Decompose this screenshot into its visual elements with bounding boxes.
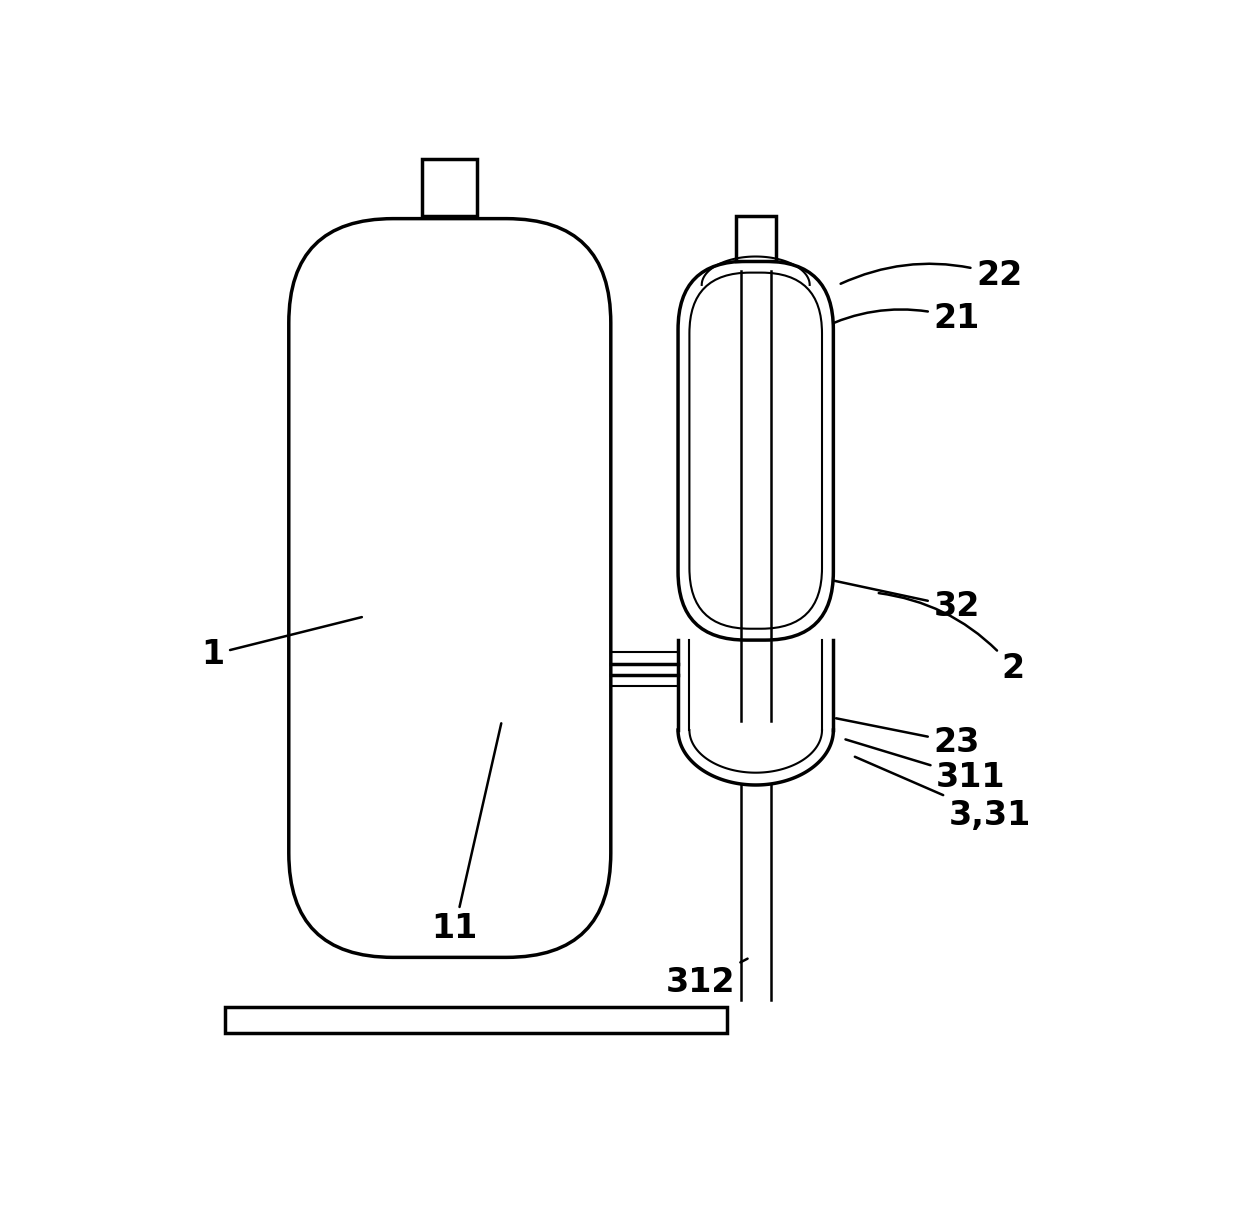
Text: 3,31: 3,31 [855,756,1031,831]
Text: 22: 22 [841,260,1023,292]
FancyBboxPatch shape [678,261,833,640]
Bar [735,215,775,261]
FancyBboxPatch shape [288,219,610,957]
Text: 311: 311 [846,739,1005,793]
Text: 32: 32 [827,579,979,624]
Bar [422,159,478,215]
Text: 11: 11 [431,723,501,946]
FancyBboxPatch shape [690,273,822,629]
Text: 312: 312 [666,958,748,1000]
Text: 21: 21 [822,301,979,335]
Text: 23: 23 [836,718,979,759]
Bar [225,1006,727,1033]
Text: 1: 1 [202,617,361,670]
Text: 2: 2 [879,593,1025,685]
